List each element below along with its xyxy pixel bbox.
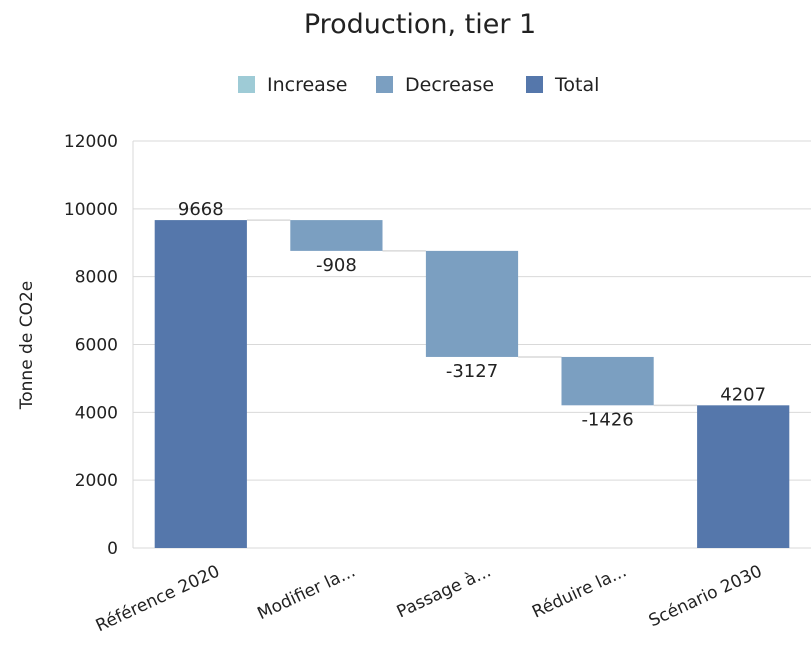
y-tick-label: 6000 — [75, 336, 118, 356]
chart-title: Production, tier 1 — [304, 9, 536, 40]
y-tick-label: 8000 — [75, 268, 118, 288]
bar-1 — [154, 220, 247, 548]
legend-label-increase: Increase — [267, 74, 347, 96]
data-labels: 9668 -908 -3127 -1426 4207 — [178, 199, 766, 430]
y-axis-label: Tonne de CO2e — [17, 281, 37, 411]
data-label-2: -908 — [316, 255, 357, 276]
y-tick-label: 0 — [107, 539, 118, 559]
data-label-3: -3127 — [446, 361, 498, 382]
category-label-1: Référence 2020 — [93, 561, 223, 636]
x-axis: Référence 2020 Modifier la... Passage à...… — [93, 561, 766, 636]
bar-4 — [561, 356, 654, 406]
legend: Increase Decrease Total — [238, 74, 599, 96]
y-tick-label: 10000 — [64, 200, 118, 220]
legend-label-total: Total — [554, 74, 599, 96]
bar-3 — [425, 250, 519, 357]
y-tick-label: 12000 — [64, 132, 118, 152]
legend-swatch-increase — [238, 76, 255, 93]
connectors — [246, 219, 698, 407]
y-tick-label: 2000 — [75, 471, 118, 491]
data-label-5: 4207 — [720, 384, 766, 405]
category-label-4: Réduire la... — [529, 561, 630, 622]
y-axis: 0 2000 4000 6000 8000 10000 12000 — [64, 132, 118, 559]
bar-5 — [697, 405, 790, 548]
category-label-3: Passage à... — [394, 561, 494, 622]
legend-swatch-total — [526, 76, 543, 93]
legend-label-decrease: Decrease — [405, 74, 494, 96]
bars — [154, 220, 790, 548]
legend-swatch-decrease — [376, 76, 393, 93]
category-label-2: Modifier la... — [254, 561, 358, 624]
bar-2 — [290, 220, 383, 251]
category-label-5: Scénario 2030 — [646, 561, 766, 631]
data-label-1: 9668 — [178, 199, 224, 220]
data-label-4: -1426 — [581, 409, 633, 430]
y-tick-label: 4000 — [75, 403, 118, 423]
